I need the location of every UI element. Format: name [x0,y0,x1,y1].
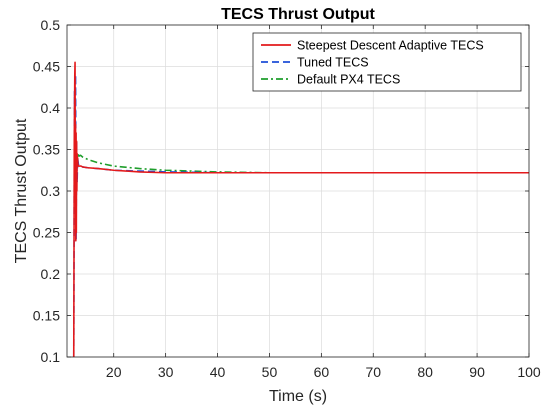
series-layer [72,61,529,358]
x-tick-label: 40 [210,364,226,380]
chart-title: TECS Thrust Output [221,6,375,23]
legend-label-tuned-tecs: Tuned TECS [297,56,369,70]
x-tick-label: 80 [417,364,433,380]
legend-box [252,32,522,92]
x-tick-label: 50 [262,364,278,380]
y-tick-label: 0.4 [41,100,61,116]
legend: Steepest Descent Adaptive TECS Tuned TECS… [252,32,522,92]
y-tick-label: 0.1 [41,349,61,365]
x-tick-label: 20 [106,364,122,380]
series-line-steepest-descent-adaptive-tecs [72,61,529,358]
x-axis-label: Time (s) [269,388,327,405]
legend-label-default-px4-tecs: Default PX4 TECS [297,73,400,87]
y-tick-label: 0.35 [33,142,60,158]
legend-label-steepest-descent-adaptive-tecs: Steepest Descent Adaptive TECS [297,39,484,53]
ticks: 20 30 40 50 60 70 80 90 100 0.1 0.15 0.2 0.25 0.3 0.35… [33,17,541,380]
x-tick-label: 100 [517,364,541,380]
x-tick-label: 90 [469,364,485,380]
y-tick-label: 0.5 [41,17,61,33]
x-tick-label: 70 [365,364,381,380]
y-axis-label: TECS Thrust Output [13,118,30,263]
y-tick-label: 0.3 [41,183,61,199]
x-tick-label: 30 [158,364,174,380]
y-tick-label: 0.45 [33,59,60,75]
x-tick-label: 60 [314,364,330,380]
y-tick-label: 0.15 [33,308,60,324]
y-tick-label: 0.2 [41,266,61,282]
y-tick-label: 0.25 [33,225,60,241]
